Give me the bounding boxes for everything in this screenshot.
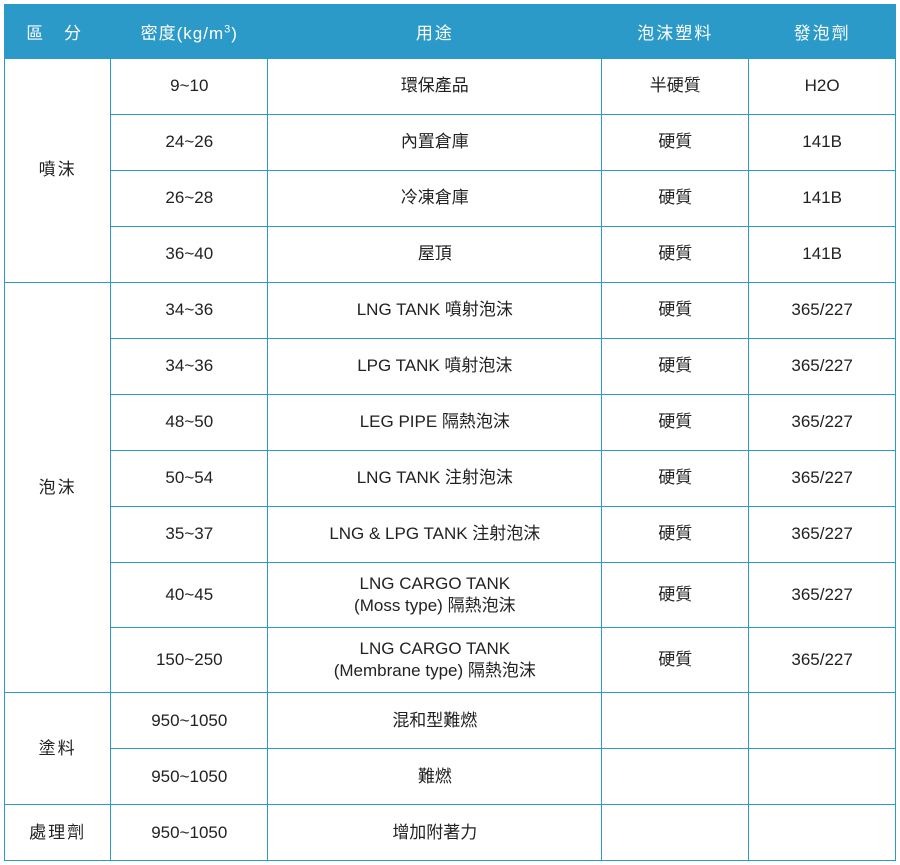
cell-agent	[749, 693, 896, 749]
cell-foam: 硬質	[602, 115, 749, 171]
cell-agent: 365/227	[749, 395, 896, 451]
table-body: 噴沫9~10環保產品半硬質H2O24~26內置倉庫硬質141B26~28冷凍倉庫…	[5, 59, 896, 861]
cell-foam: 硬質	[602, 283, 749, 339]
table-row: 塗料950~1050混和型難燃	[5, 693, 896, 749]
cell-foam: 硬質	[602, 628, 749, 693]
cell-density: 34~36	[111, 283, 268, 339]
table-row: 處理劑950~1050增加附著力	[5, 805, 896, 861]
cell-density: 48~50	[111, 395, 268, 451]
cell-density: 150~250	[111, 628, 268, 693]
cell-density: 950~1050	[111, 693, 268, 749]
cell-density: 24~26	[111, 115, 268, 171]
cell-foam: 硬質	[602, 171, 749, 227]
cell-foam: 硬質	[602, 227, 749, 283]
cell-use: 屋頂	[268, 227, 602, 283]
table-row: 150~250LNG CARGO TANK(Membrane type) 隔熱泡…	[5, 628, 896, 693]
table-row: 35~37LNG & LPG TANK 注射泡沫硬質365/227	[5, 507, 896, 563]
table-row: 泡沫34~36LNG TANK 噴射泡沫硬質365/227	[5, 283, 896, 339]
cell-density: 35~37	[111, 507, 268, 563]
table-row: 噴沫9~10環保產品半硬質H2O	[5, 59, 896, 115]
cell-foam	[602, 749, 749, 805]
cell-foam: 硬質	[602, 339, 749, 395]
cell-category: 處理劑	[5, 805, 111, 861]
cell-density: 36~40	[111, 227, 268, 283]
cell-use: 內置倉庫	[268, 115, 602, 171]
cell-use: 難燃	[268, 749, 602, 805]
cell-density: 50~54	[111, 451, 268, 507]
cell-use: LNG CARGO TANK(Moss type) 隔熱泡沫	[268, 563, 602, 628]
cell-agent: 141B	[749, 227, 896, 283]
cell-agent: 141B	[749, 115, 896, 171]
cell-use: 冷凍倉庫	[268, 171, 602, 227]
cell-density: 40~45	[111, 563, 268, 628]
cell-use: LNG TANK 注射泡沫	[268, 451, 602, 507]
col-agent: 發泡劑	[749, 5, 896, 59]
table-row: 950~1050難燃	[5, 749, 896, 805]
cell-density: 950~1050	[111, 805, 268, 861]
cell-density: 34~36	[111, 339, 268, 395]
cell-agent: H2O	[749, 59, 896, 115]
table-header-row: 區 分 密度(kg/m3) 用途 泡沫塑料 發泡劑	[5, 5, 896, 59]
col-category: 區 分	[5, 5, 111, 59]
cell-agent	[749, 805, 896, 861]
table-row: 24~26內置倉庫硬質141B	[5, 115, 896, 171]
cell-use: LPG TANK 噴射泡沫	[268, 339, 602, 395]
cell-density: 950~1050	[111, 749, 268, 805]
cell-foam: 硬質	[602, 395, 749, 451]
cell-use: LNG TANK 噴射泡沫	[268, 283, 602, 339]
cell-agent: 365/227	[749, 628, 896, 693]
cell-foam: 硬質	[602, 451, 749, 507]
cell-foam	[602, 693, 749, 749]
cell-use: 增加附著力	[268, 805, 602, 861]
cell-category: 泡沫	[5, 283, 111, 693]
cell-agent: 365/227	[749, 451, 896, 507]
cell-agent: 365/227	[749, 507, 896, 563]
table-row: 36~40屋頂硬質141B	[5, 227, 896, 283]
cell-use: LNG CARGO TANK(Membrane type) 隔熱泡沫	[268, 628, 602, 693]
cell-density: 26~28	[111, 171, 268, 227]
foam-spec-table: 區 分 密度(kg/m3) 用途 泡沫塑料 發泡劑 噴沫9~10環保產品半硬質H…	[4, 4, 896, 861]
table-row: 48~50LEG PIPE 隔熱泡沫硬質365/227	[5, 395, 896, 451]
cell-category: 噴沫	[5, 59, 111, 283]
cell-foam: 半硬質	[602, 59, 749, 115]
col-foam-type: 泡沫塑料	[602, 5, 749, 59]
cell-use: 混和型難燃	[268, 693, 602, 749]
cell-agent: 365/227	[749, 283, 896, 339]
table-row: 50~54LNG TANK 注射泡沫硬質365/227	[5, 451, 896, 507]
table-row: 40~45LNG CARGO TANK(Moss type) 隔熱泡沫硬質365…	[5, 563, 896, 628]
col-use: 用途	[268, 5, 602, 59]
cell-agent: 141B	[749, 171, 896, 227]
cell-agent: 365/227	[749, 339, 896, 395]
table-row: 26~28冷凍倉庫硬質141B	[5, 171, 896, 227]
cell-category: 塗料	[5, 693, 111, 805]
cell-density: 9~10	[111, 59, 268, 115]
cell-foam	[602, 805, 749, 861]
cell-use: LNG & LPG TANK 注射泡沫	[268, 507, 602, 563]
col-density: 密度(kg/m3)	[111, 5, 268, 59]
cell-use: LEG PIPE 隔熱泡沫	[268, 395, 602, 451]
cell-foam: 硬質	[602, 563, 749, 628]
cell-agent	[749, 749, 896, 805]
cell-use: 環保產品	[268, 59, 602, 115]
table-row: 34~36LPG TANK 噴射泡沫硬質365/227	[5, 339, 896, 395]
cell-foam: 硬質	[602, 507, 749, 563]
cell-agent: 365/227	[749, 563, 896, 628]
